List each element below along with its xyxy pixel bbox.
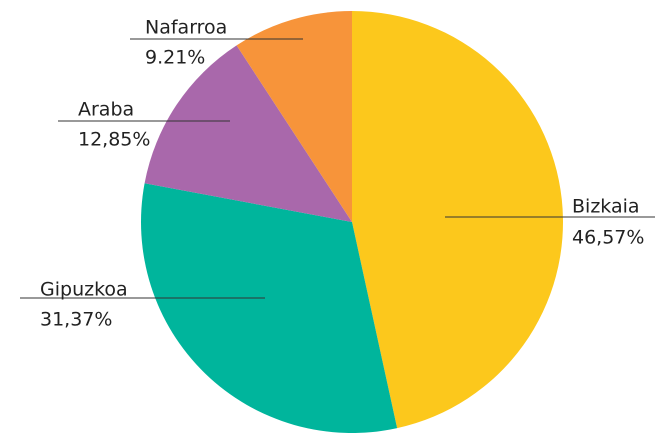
pie-slice	[352, 11, 564, 429]
slice-label: Bizkaia	[572, 196, 640, 218]
pie-slice	[140, 183, 398, 433]
slice-label: Araba	[78, 99, 134, 121]
pie-slice	[236, 11, 352, 222]
slice-label: Nafarroa	[145, 17, 227, 39]
slice-label: Gipuzkoa	[40, 279, 128, 301]
slice-value-label: 12,85%	[78, 129, 150, 151]
pie-slice	[144, 45, 352, 222]
slice-value-label: 46,57%	[572, 227, 644, 249]
slice-value-label: 9.21%	[145, 47, 205, 69]
slice-value-label: 31,37%	[40, 309, 112, 331]
